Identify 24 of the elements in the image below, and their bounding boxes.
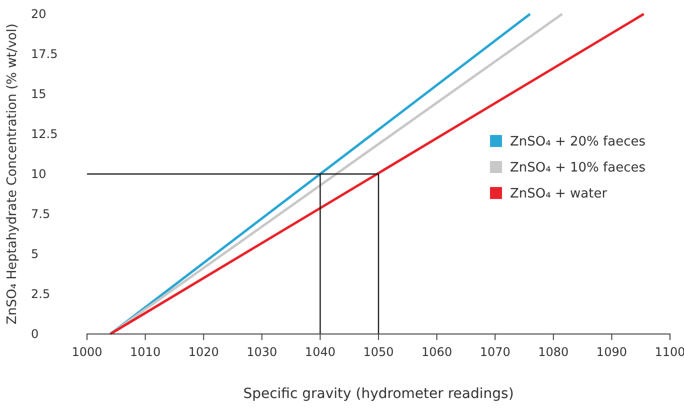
y-tick-label: 0 — [31, 326, 39, 341]
x-tick-label: 1010 — [130, 345, 161, 360]
y-tick-label: 12.5 — [31, 126, 58, 141]
x-tick-label: 1020 — [188, 345, 219, 360]
x-tick-label: 1000 — [72, 345, 102, 360]
y-tick-label: 20 — [31, 6, 46, 21]
x-axis-title: Specific gravity (hydrometer readings) — [243, 386, 514, 402]
legend-label: ZnSO₄ + water — [510, 186, 608, 202]
x-tick-label: 1050 — [363, 345, 394, 360]
x-tick-label: 1030 — [246, 345, 278, 360]
y-tick-label: 2.5 — [31, 286, 50, 301]
y-tick-label: 5 — [31, 246, 39, 261]
x-tick-label: 1080 — [538, 345, 569, 360]
legend-label: ZnSO₄ + 10% faeces — [510, 160, 646, 176]
y-tick-label: 15 — [31, 86, 46, 101]
x-tick-label: 1060 — [422, 345, 452, 360]
y-axis-title: ZnSO₄ Heptahydrate Concentration (% wt/vol) — [5, 24, 20, 324]
legend-label: ZnSO₄ + 20% faeces — [510, 134, 646, 150]
x-tick-label: 1090 — [596, 345, 627, 360]
x-tick-label: 1070 — [480, 345, 510, 360]
y-tick-label: 7.5 — [31, 206, 50, 221]
x-tick-label: 1040 — [304, 345, 336, 360]
y-tick-label: 17.5 — [31, 46, 58, 61]
y-tick-label: 10 — [31, 166, 46, 181]
